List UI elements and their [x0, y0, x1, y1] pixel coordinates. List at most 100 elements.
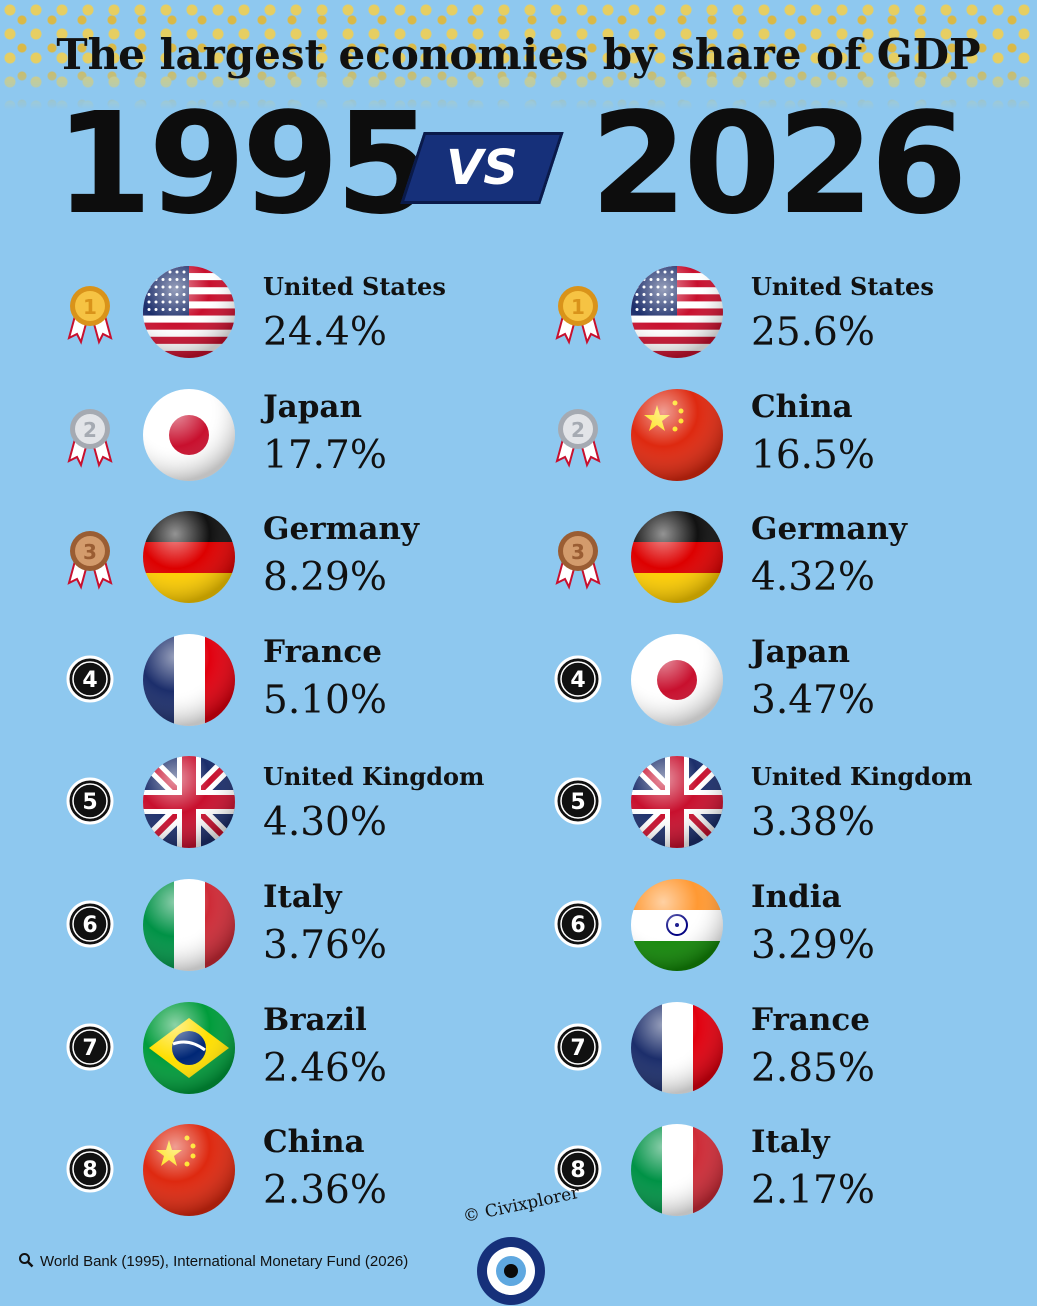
ranking-row: 8 Italy 2.17% [543, 1116, 1037, 1239]
ranking-column-1995: 1 United States 24.4% 2 Japan 17.7% 3 Germany 8.… [55, 258, 555, 1239]
country-name: Italy [751, 1124, 830, 1161]
gdp-share: 2.17% [751, 1168, 875, 1214]
svg-text:7: 7 [82, 1036, 97, 1061]
ranking-row: 7 Brazil 2.46% [55, 994, 555, 1117]
svg-text:2: 2 [571, 418, 585, 442]
source-text: World Bank (1995), International Monetar… [40, 1253, 409, 1270]
rank-5-icon: 5 [65, 776, 115, 826]
china-flag-icon [143, 1124, 235, 1217]
rank-6-icon: 6 [553, 899, 603, 949]
source-note: World Bank (1995), International Monetar… [18, 1252, 408, 1270]
japan-flag-icon [143, 388, 235, 481]
ranking-row: 7 France 2.85% [543, 994, 1037, 1117]
country-name: France [751, 1001, 871, 1038]
country-name: United Kingdom [751, 762, 973, 792]
svg-text:8: 8 [82, 1158, 97, 1183]
vs-label: VS [446, 140, 518, 196]
svg-text:3: 3 [571, 540, 585, 564]
svg-text:1: 1 [83, 295, 97, 319]
rank-7-icon: 7 [553, 1022, 603, 1072]
ranking-row: 1 United States 24.4% [55, 258, 555, 381]
gdp-share: 16.5% [751, 432, 875, 478]
country-name: India [751, 878, 842, 915]
country-name: Japan [751, 633, 851, 670]
rank-7-icon: 7 [65, 1022, 115, 1072]
gdp-share: 3.29% [751, 922, 875, 968]
rank-8-icon: 8 [65, 1144, 115, 1194]
country-name: United States [751, 272, 934, 301]
ranking-row: 4 France 5.10% [55, 626, 555, 749]
medal-3-icon: 3 [65, 531, 115, 590]
country-name: China [263, 1124, 365, 1161]
gdp-share: 4.32% [751, 555, 875, 601]
gdp-share: 24.4% [263, 310, 387, 355]
svg-text:1: 1 [571, 295, 585, 319]
us-flag-icon [143, 266, 235, 358]
svg-text:3: 3 [83, 540, 97, 564]
rank-8-icon: 8 [553, 1144, 603, 1194]
uk-flag-icon [631, 756, 723, 849]
ranking-row: 8 China 2.36% [55, 1116, 555, 1239]
svg-text:4: 4 [570, 668, 585, 693]
country-name: Japan [263, 388, 363, 425]
medal-1-icon: 1 [65, 286, 115, 345]
china-flag-icon [631, 388, 723, 481]
country-name: China [751, 388, 853, 425]
medal-2-icon: 2 [553, 408, 603, 468]
rank-4-icon: 4 [65, 654, 115, 704]
svg-text:6: 6 [570, 913, 585, 938]
japan-flag-icon [631, 633, 723, 726]
ranking-row: 3 Germany 4.32% [543, 503, 1037, 626]
svg-text:4: 4 [82, 668, 97, 693]
year-left: 1995 [55, 83, 433, 246]
ranking-row: 6 India 3.29% [543, 871, 1037, 994]
svg-text:6: 6 [82, 913, 97, 938]
country-name: Brazil [263, 1001, 367, 1038]
gdp-share: 3.76% [263, 922, 387, 968]
medal-2-icon: 2 [65, 408, 115, 468]
gdp-share: 2.85% [751, 1045, 875, 1091]
country-name: Italy [263, 878, 342, 915]
country-name: Germany [263, 511, 419, 548]
year-right: 2026 [590, 83, 968, 246]
rank-4-icon: 4 [553, 654, 603, 704]
gdp-share: 17.7% [263, 432, 387, 478]
page-title: The largest economies by share of GDP [56, 30, 981, 79]
country-name: France [263, 633, 383, 670]
italy-flag-icon [143, 878, 235, 971]
gdp-share: 3.38% [751, 800, 875, 846]
gdp-share: 25.6% [751, 310, 875, 355]
us-flag-icon [631, 266, 723, 358]
india-flag-icon [631, 878, 723, 971]
germany-flag-icon [631, 511, 723, 604]
medal-1-icon: 1 [553, 286, 603, 345]
ranking-column-2026: 1 United States 25.6% 2 China 16.5% 3 Germany 4.… [543, 258, 1037, 1239]
ranking-row: 2 Japan 17.7% [55, 381, 555, 504]
svg-text:7: 7 [570, 1036, 585, 1061]
country-name: United States [263, 272, 446, 301]
ranking-row: 5 United Kingdom 3.38% [543, 748, 1037, 871]
country-name: United Kingdom [263, 762, 485, 792]
ranking-row: 6 Italy 3.76% [55, 871, 555, 994]
italy-flag-icon [631, 1124, 723, 1217]
ranking-row: 5 United Kingdom 4.30% [55, 748, 555, 871]
gdp-share: 8.29% [263, 555, 387, 601]
france-flag-icon [631, 1001, 723, 1094]
gdp-share: 3.47% [751, 677, 875, 723]
coin-pile-decoration [0, 0, 1037, 110]
ranking-row: 3 Germany 8.29% [55, 503, 555, 626]
search-icon [19, 1253, 34, 1268]
gdp-share: 2.36% [263, 1168, 387, 1214]
ranking-row: 4 Japan 3.47% [543, 626, 1037, 749]
gdp-share: 5.10% [263, 677, 387, 723]
gdp-share: 2.46% [263, 1045, 387, 1091]
eye-logo-icon [477, 1237, 545, 1305]
germany-flag-icon [143, 511, 235, 604]
medal-3-icon: 3 [553, 531, 603, 590]
svg-text:8: 8 [570, 1158, 585, 1183]
rank-5-icon: 5 [553, 776, 603, 826]
uk-flag-icon [143, 756, 235, 849]
vs-badge: VS [400, 132, 564, 204]
svg-text:5: 5 [82, 790, 97, 815]
brazil-flag-icon [143, 1001, 235, 1094]
